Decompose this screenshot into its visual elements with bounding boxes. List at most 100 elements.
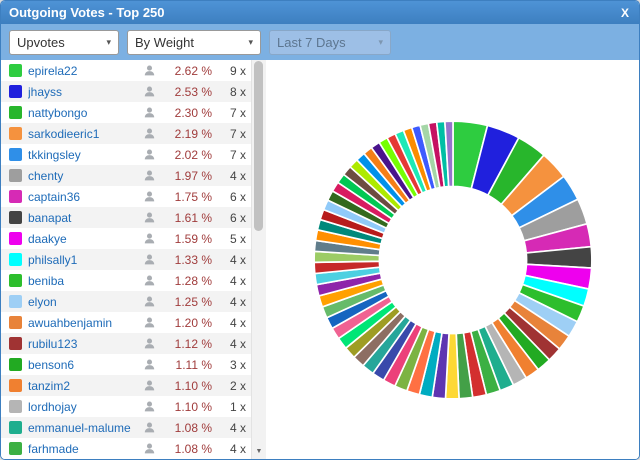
vote-percent: 2.53 % bbox=[174, 84, 212, 99]
close-icon[interactable]: X bbox=[620, 5, 629, 20]
list-item[interactable]: philsally1 1.33 % 4 x bbox=[1, 249, 251, 270]
vote-count: 4 x bbox=[229, 336, 246, 351]
person-icon bbox=[143, 316, 156, 329]
username-link[interactable]: daakye bbox=[28, 231, 67, 246]
username-link[interactable]: rubilu123 bbox=[28, 336, 78, 351]
person-icon bbox=[143, 211, 156, 224]
sort-mode-select[interactable]: By Weight ▾ bbox=[127, 29, 261, 55]
vote-count: 4 x bbox=[229, 441, 246, 456]
person-icon bbox=[143, 400, 156, 413]
username-link[interactable]: jhayss bbox=[28, 84, 63, 99]
list-item[interactable]: daakye 1.59 % 5 x bbox=[1, 228, 251, 249]
vote-percent: 1.97 % bbox=[174, 168, 212, 183]
list-item[interactable]: jhayss 2.53 % 8 x bbox=[1, 81, 251, 102]
donut-chart bbox=[266, 60, 639, 459]
vote-count: 4 x bbox=[229, 294, 246, 309]
person-icon bbox=[143, 295, 156, 308]
vote-percent: 1.08 % bbox=[174, 441, 212, 456]
list-item[interactable]: epirela22 2.62 % 9 x bbox=[1, 60, 251, 81]
vote-count: 6 x bbox=[229, 210, 246, 225]
vote-percent: 1.12 % bbox=[174, 336, 212, 351]
username-link[interactable]: farhmade bbox=[28, 441, 79, 456]
list-item[interactable]: benson6 1.11 % 3 x bbox=[1, 354, 251, 375]
username-link[interactable]: benson6 bbox=[28, 357, 75, 372]
color-swatch bbox=[9, 421, 22, 434]
list-item[interactable]: beniba 1.28 % 4 x bbox=[1, 270, 251, 291]
list-item[interactable]: sarkodieeric1 2.19 % 7 x bbox=[1, 123, 251, 144]
vote-count: 5 x bbox=[229, 231, 246, 246]
list-item[interactable]: tkkingsley 2.02 % 7 x bbox=[1, 144, 251, 165]
vote-count: 8 x bbox=[229, 84, 246, 99]
list-item[interactable]: farhmade 1.08 % 4 x bbox=[1, 438, 251, 459]
color-swatch bbox=[9, 337, 22, 350]
vote-count: 1 x bbox=[229, 399, 246, 414]
list-item[interactable]: awuahbenjamin 1.20 % 4 x bbox=[1, 312, 251, 333]
list-item[interactable]: tanzim2 1.10 % 2 x bbox=[1, 375, 251, 396]
color-swatch bbox=[9, 253, 22, 266]
person-icon bbox=[143, 253, 156, 266]
username-link[interactable]: captain36 bbox=[28, 189, 81, 204]
vote-percent: 2.30 % bbox=[174, 105, 212, 120]
vote-percent: 1.59 % bbox=[174, 231, 212, 246]
color-swatch bbox=[9, 127, 22, 140]
username-link[interactable]: lordhojay bbox=[28, 399, 77, 414]
vote-count: 4 x bbox=[229, 273, 246, 288]
vote-percent: 1.28 % bbox=[174, 273, 212, 288]
vote-type-select[interactable]: Upvotes ▾ bbox=[9, 29, 119, 55]
color-swatch bbox=[9, 400, 22, 413]
vote-count: 4 x bbox=[229, 252, 246, 267]
username-link[interactable]: tanzim2 bbox=[28, 378, 71, 393]
color-swatch bbox=[9, 379, 22, 392]
person-icon bbox=[143, 421, 156, 434]
username-link[interactable]: nattybongo bbox=[28, 105, 88, 120]
person-icon bbox=[143, 169, 156, 182]
color-swatch bbox=[9, 442, 22, 455]
list-item[interactable]: elyon 1.25 % 4 x bbox=[1, 291, 251, 312]
scrollbar-thumb[interactable] bbox=[254, 61, 263, 231]
vote-count: 4 x bbox=[229, 420, 246, 435]
username-link[interactable]: chenty bbox=[28, 168, 64, 183]
time-range-select: Last 7 Days ▾ bbox=[269, 29, 391, 55]
username-link[interactable]: philsally1 bbox=[28, 252, 78, 267]
time-range-value: Last 7 Days bbox=[277, 34, 346, 50]
color-swatch bbox=[9, 295, 22, 308]
votes-list: epirela22 2.62 % 9 x jhayss 2.53 % 8 x n… bbox=[1, 60, 251, 459]
window-header: Outgoing Votes - Top 250 X bbox=[1, 1, 639, 24]
vote-count: 7 x bbox=[229, 126, 246, 141]
list-item[interactable]: captain36 1.75 % 6 x bbox=[1, 186, 251, 207]
vote-count: 7 x bbox=[229, 105, 246, 120]
vote-count: 2 x bbox=[229, 378, 246, 393]
list-item[interactable]: emmanuel-malume 1.08 % 4 x bbox=[1, 417, 251, 438]
username-link[interactable]: awuahbenjamin bbox=[28, 315, 113, 330]
vote-percent: 1.10 % bbox=[174, 399, 212, 414]
person-icon bbox=[143, 337, 156, 350]
chevron-down-icon: ▾ bbox=[248, 36, 253, 47]
username-link[interactable]: banapat bbox=[28, 210, 72, 225]
list-item[interactable]: banapat 1.61 % 6 x bbox=[1, 207, 251, 228]
list-scrollbar[interactable]: ▼ bbox=[251, 60, 266, 459]
vote-percent: 1.33 % bbox=[174, 252, 212, 267]
vote-percent: 1.61 % bbox=[174, 210, 212, 225]
person-icon bbox=[143, 148, 156, 161]
scrollbar-down-button[interactable]: ▼ bbox=[255, 448, 263, 455]
username-link[interactable]: emmanuel-malume bbox=[28, 420, 131, 435]
sort-mode-value: By Weight bbox=[135, 34, 195, 50]
list-item[interactable]: nattybongo 2.30 % 7 x bbox=[1, 102, 251, 123]
person-icon bbox=[143, 85, 156, 98]
toolbar: Upvotes ▾ By Weight ▾ Last 7 Days ▾ bbox=[1, 24, 639, 60]
list-item[interactable]: chenty 1.97 % 4 x bbox=[1, 165, 251, 186]
list-item[interactable]: lordhojay 1.10 % 1 x bbox=[1, 396, 251, 417]
username-link[interactable]: epirela22 bbox=[28, 63, 78, 78]
username-link[interactable]: beniba bbox=[28, 273, 65, 288]
color-swatch bbox=[9, 169, 22, 182]
vote-count: 7 x bbox=[229, 147, 246, 162]
username-link[interactable]: sarkodieeric1 bbox=[28, 126, 100, 141]
username-link[interactable]: tkkingsley bbox=[28, 147, 81, 162]
color-swatch bbox=[9, 274, 22, 287]
username-link[interactable]: elyon bbox=[28, 294, 57, 309]
color-swatch bbox=[9, 148, 22, 161]
donut-segment[interactable] bbox=[443, 119, 454, 187]
list-item[interactable]: rubilu123 1.12 % 4 x bbox=[1, 333, 251, 354]
vote-percent: 1.11 % bbox=[175, 357, 212, 372]
person-icon bbox=[143, 379, 156, 392]
